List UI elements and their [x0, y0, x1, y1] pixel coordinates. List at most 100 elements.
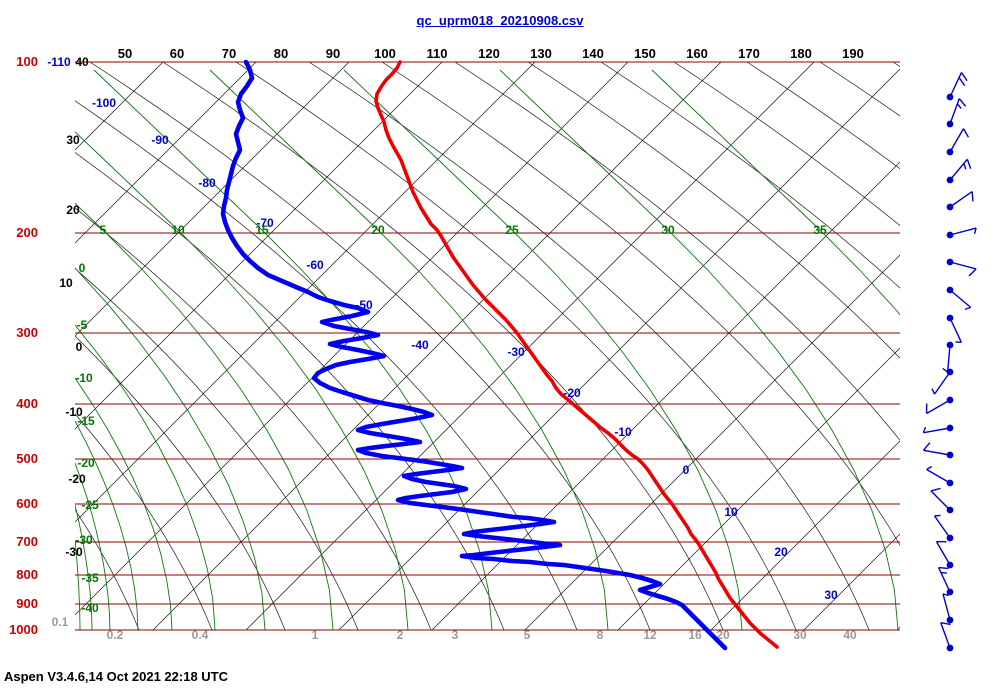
wind-barb — [931, 368, 954, 395]
top-axis-labels-label: 160 — [686, 46, 708, 61]
top-axis-labels-label: 130 — [530, 46, 552, 61]
dry-adiabat-labels-label: 20 — [66, 203, 80, 217]
wind-barb — [942, 593, 954, 624]
mixing-ratio-labels-label: 20 — [716, 628, 730, 642]
pressure-label: 200 — [16, 225, 38, 240]
isotherm-labels-label: -90 — [151, 133, 169, 147]
pressure-axis-labels: 100 200 300 400 500 600 700 800 900 1000 — [9, 54, 38, 637]
isobar-lines — [75, 61, 900, 631]
wind-barb — [946, 227, 977, 239]
mixing-ratio-labels-label: 40 — [843, 628, 857, 642]
top-axis-labels-label: 100 — [374, 46, 396, 61]
wind-barb — [946, 98, 967, 128]
pressure-label: 900 — [16, 596, 38, 611]
isotherm-labels-label: -10 — [614, 425, 632, 439]
wind-barb — [946, 158, 972, 184]
moist-adiabat-left-labels-label: -5 — [77, 318, 88, 332]
wind-barb — [937, 566, 954, 596]
pressure-label: 600 — [16, 496, 38, 511]
isotherm-labels-label: -60 — [306, 258, 324, 272]
dewpoint-trace — [220, 59, 728, 651]
dry-adiabat-lines — [75, 62, 900, 630]
wind-barb — [922, 442, 954, 459]
mixing-ratio-labels-label: 16 — [688, 628, 702, 642]
top-axis-labels-label: 50 — [118, 46, 132, 61]
mixing-ratio-labels: 0.10.2 0.4 1 2 3 5 8 12 16 20 30 40 — [52, 615, 857, 642]
dry-adiabat-labels-label: 10 — [59, 276, 73, 290]
top-axis-labels-label: 150 — [634, 46, 656, 61]
moist-adiabat-left-labels-label: -25 — [81, 498, 99, 512]
isotherm-labels-label: 10 — [724, 505, 738, 519]
top-axis-labels-label: 110 — [427, 46, 448, 61]
dry-adiabat-labels-label: -20 — [68, 472, 86, 486]
moist-adiabat-left-labels: 0 -5 -10 -15 -20 -25 -30 -35 -40 — [75, 261, 99, 615]
isotherm-labels-label: -110 — [47, 55, 71, 69]
dry-adiabat-labels-label: -10 — [65, 405, 83, 419]
mixing-ratio-labels-label: 5 — [524, 628, 531, 642]
mixing-ratio-labels-label: 0.4 — [192, 628, 209, 642]
dry-adiabat-labels-label: 40 — [75, 55, 89, 69]
moist-adiabat-left-labels-label: -35 — [81, 571, 99, 585]
moist-adiabat-left-labels-label: 0 — [79, 261, 86, 275]
top-axis-labels-label: 60 — [170, 46, 184, 61]
wind-barb — [922, 424, 954, 434]
moist-adiabat-row-labels-label: 5 — [100, 223, 107, 237]
moist-adiabat-left-labels-label: -10 — [75, 371, 93, 385]
top-axis-labels-label: 90 — [326, 46, 340, 61]
pressure-label: 100 — [16, 54, 38, 69]
moist-adiabat-row-labels-label: 30 — [661, 223, 675, 237]
wind-barb — [946, 72, 968, 101]
isotherm-lines — [75, 62, 900, 630]
wind-barb — [942, 341, 954, 373]
wind-barb — [935, 540, 954, 569]
wind-barb — [933, 514, 954, 542]
dry-adiabat-labels-label: -30 — [65, 545, 83, 559]
moist-adiabat-left-labels-label: -20 — [77, 456, 95, 470]
wind-barb — [946, 258, 977, 277]
wind-barb — [930, 487, 954, 514]
top-axis-labels-label: 180 — [790, 46, 812, 61]
pressure-label: 700 — [16, 534, 38, 549]
mixing-ratio-labels-label: 1 — [312, 628, 319, 642]
wind-barb — [946, 128, 970, 156]
top-axis-labels-label: 140 — [582, 46, 604, 61]
wind-barb — [925, 396, 954, 415]
moist-adiabat-left-labels-label: -40 — [81, 601, 99, 615]
isotherm-labels-label: -30 — [507, 345, 525, 359]
app-version-footer: Aspen V3.4.6,14 Oct 2021 22:18 UTC — [4, 669, 229, 684]
isotherm-labels-label: 0 — [683, 463, 690, 477]
grid-lines — [75, 62, 900, 630]
dry-adiabat-labels: 40 30 20 10 0 -10 -20 -30 — [59, 55, 89, 559]
isotherm-labels-label: -70 — [256, 216, 274, 230]
isotherm-labels-label: -20 — [563, 386, 581, 400]
pressure-label: 1000 — [9, 622, 38, 637]
wind-barb — [940, 621, 954, 652]
isotherm-labels-label: 20 — [774, 545, 788, 559]
wind-barb — [946, 190, 974, 211]
mixing-ratio-labels-label: 0.1 — [52, 615, 69, 629]
mixing-ratio-labels-label: 2 — [397, 628, 404, 642]
pressure-label: 300 — [16, 325, 38, 340]
moist-adiabat-row-labels-label: 20 — [371, 223, 385, 237]
top-axis-labels-label: 80 — [274, 46, 288, 61]
chart-title: qc_uprm018_20210908.csv — [416, 13, 584, 28]
moist-adiabat-row-labels-label: 10 — [171, 223, 185, 237]
top-axis-labels-label: 70 — [222, 46, 236, 61]
pressure-label: 800 — [16, 567, 38, 582]
pressure-label: 400 — [16, 396, 38, 411]
moist-adiabat-row-labels-label: 35 — [813, 223, 827, 237]
top-axis-labels-label: 120 — [478, 46, 500, 61]
isotherm-labels-label: 30 — [824, 588, 838, 602]
wind-barb-column — [922, 72, 977, 652]
moist-adiabat-row-labels-label: 15 — [255, 223, 269, 237]
moist-adiabat-row-labels: 5 10 15 20 25 30 35 — [100, 223, 827, 237]
top-axis-labels-label: 170 — [738, 46, 760, 61]
isotherm-labels-label: -100 — [92, 96, 116, 110]
mixing-ratio-labels-label: 0.2 — [107, 628, 124, 642]
mixing-ratio-labels-label: 30 — [793, 628, 807, 642]
wind-barb — [946, 314, 963, 344]
mixing-ratio-labels-label: 12 — [643, 628, 657, 642]
top-axis-labels-label: 190 — [842, 46, 864, 61]
